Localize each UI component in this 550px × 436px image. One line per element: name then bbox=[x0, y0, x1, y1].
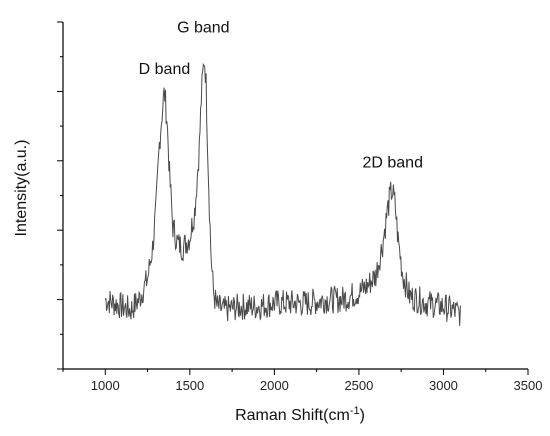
x-tick-label: 3500 bbox=[514, 378, 543, 393]
x-tick-label: 2000 bbox=[260, 378, 289, 393]
y-ticks bbox=[57, 21, 63, 370]
annotation-d-band: D band bbox=[139, 61, 191, 78]
x-axis-title: Raman Shift(cm-1) bbox=[235, 405, 365, 424]
raman-spectrum-line bbox=[104, 62, 461, 326]
x-tick-label: 1000 bbox=[91, 378, 120, 393]
x-tick-label: 2500 bbox=[344, 378, 373, 393]
band-annotations: D band G band 2D band bbox=[139, 19, 423, 171]
y-axis-title: Intensity(a.u.) bbox=[13, 140, 30, 237]
annotation-g-band: G band bbox=[177, 19, 229, 36]
x-ticks bbox=[62, 369, 529, 375]
annotation-2d-band: 2D band bbox=[362, 155, 423, 172]
x-tick-label: 1500 bbox=[175, 378, 204, 393]
x-axis-title-superscript: -1 bbox=[350, 405, 360, 417]
x-tick-label: 3000 bbox=[429, 378, 458, 393]
x-tick-labels: 1000 1500 2000 2500 3000 3500 bbox=[91, 378, 543, 393]
